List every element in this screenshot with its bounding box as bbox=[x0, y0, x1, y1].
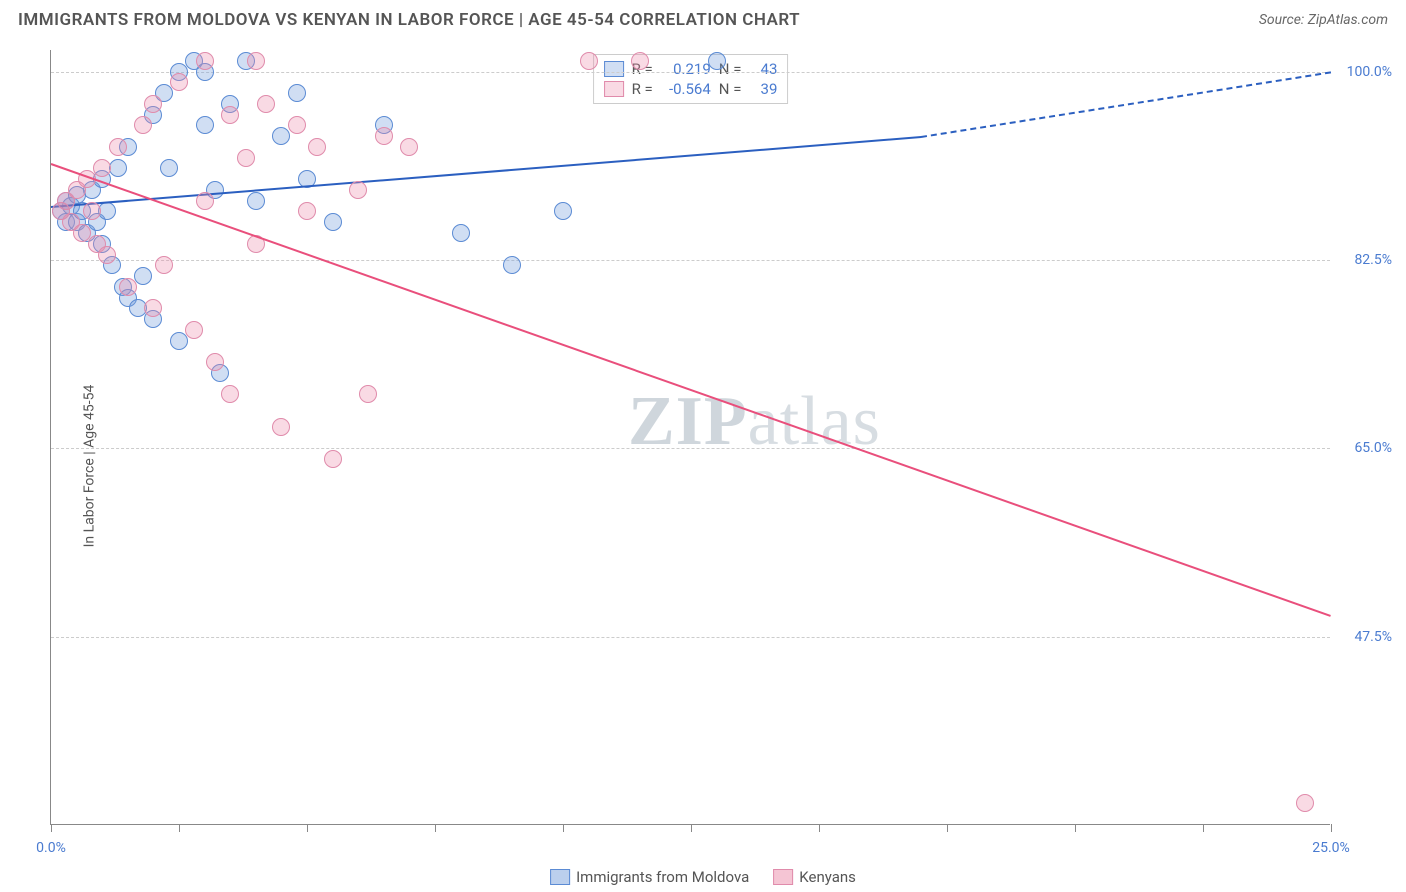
data-point bbox=[206, 353, 224, 371]
r-label: R = bbox=[632, 80, 653, 98]
data-point bbox=[247, 52, 265, 70]
data-point bbox=[580, 52, 598, 70]
gridline bbox=[51, 72, 1330, 73]
gridline bbox=[51, 637, 1330, 638]
data-point bbox=[298, 202, 316, 220]
data-point bbox=[221, 385, 239, 403]
legend-swatch-pink bbox=[604, 81, 624, 97]
data-point bbox=[324, 213, 342, 231]
legend-swatch-blue bbox=[550, 869, 570, 885]
data-point bbox=[324, 450, 342, 468]
x-tick bbox=[691, 824, 692, 832]
data-point bbox=[375, 127, 393, 145]
correlation-legend: R = 0.219 N = 43 R = -0.564 N = 39 bbox=[593, 54, 789, 104]
watermark: ZIPatlas bbox=[628, 382, 881, 462]
data-point bbox=[272, 418, 290, 436]
legend-item-2: Kenyans bbox=[773, 868, 856, 886]
correlation-row-2: R = -0.564 N = 39 bbox=[604, 79, 778, 99]
source-label: Source: ZipAtlas.com bbox=[1259, 12, 1388, 28]
legend-swatch-blue bbox=[604, 61, 624, 77]
x-tick-label-right: 25.0% bbox=[1312, 840, 1350, 856]
data-point bbox=[98, 246, 116, 264]
x-tick bbox=[179, 824, 180, 832]
data-point bbox=[109, 159, 127, 177]
data-point bbox=[349, 181, 367, 199]
correlation-row-1: R = 0.219 N = 43 bbox=[604, 59, 778, 79]
legend-swatch-pink bbox=[773, 869, 793, 885]
y-tick-label: 47.5% bbox=[1354, 629, 1392, 645]
data-point bbox=[631, 52, 649, 70]
data-point bbox=[144, 95, 162, 113]
data-point bbox=[554, 202, 572, 220]
legend-label-2: Kenyans bbox=[799, 868, 856, 886]
data-point bbox=[503, 256, 521, 274]
data-point bbox=[170, 73, 188, 91]
x-tick-label-left: 0.0% bbox=[36, 840, 66, 856]
x-tick bbox=[563, 824, 564, 832]
data-point bbox=[237, 149, 255, 167]
trend-line bbox=[51, 163, 1332, 617]
data-point bbox=[83, 202, 101, 220]
x-tick bbox=[307, 824, 308, 832]
x-tick bbox=[947, 824, 948, 832]
gridline bbox=[51, 448, 1330, 449]
n-value-1: 43 bbox=[749, 60, 777, 78]
legend-label-1: Immigrants from Moldova bbox=[576, 868, 749, 886]
data-point bbox=[196, 192, 214, 210]
x-tick bbox=[1203, 824, 1204, 832]
r-value-1: 0.219 bbox=[661, 60, 711, 78]
data-point bbox=[288, 84, 306, 102]
data-point bbox=[247, 192, 265, 210]
data-point bbox=[288, 116, 306, 134]
data-point bbox=[257, 95, 275, 113]
trend-line bbox=[51, 136, 922, 208]
data-point bbox=[221, 106, 239, 124]
x-tick bbox=[1075, 824, 1076, 832]
series-legend: Immigrants from Moldova Kenyans bbox=[550, 868, 856, 886]
data-point bbox=[708, 52, 726, 70]
n-label: N = bbox=[719, 80, 742, 98]
data-point bbox=[308, 138, 326, 156]
gridline bbox=[51, 260, 1330, 261]
data-point bbox=[359, 385, 377, 403]
data-point bbox=[196, 116, 214, 134]
data-point bbox=[185, 321, 203, 339]
y-tick-label: 100.0% bbox=[1347, 64, 1392, 80]
data-point bbox=[98, 202, 116, 220]
x-tick bbox=[51, 824, 52, 832]
data-point bbox=[109, 138, 127, 156]
data-point bbox=[452, 224, 470, 242]
data-point bbox=[134, 267, 152, 285]
trend-line-dashed bbox=[921, 72, 1331, 139]
data-point bbox=[134, 116, 152, 134]
x-tick bbox=[1331, 824, 1332, 832]
data-point bbox=[400, 138, 418, 156]
r-value-2: -0.564 bbox=[661, 80, 711, 98]
data-point bbox=[160, 159, 178, 177]
data-point bbox=[144, 299, 162, 317]
x-tick bbox=[435, 824, 436, 832]
chart-header: IMMIGRANTS FROM MOLDOVA VS KENYAN IN LAB… bbox=[0, 0, 1406, 36]
data-point bbox=[272, 127, 290, 145]
chart-title: IMMIGRANTS FROM MOLDOVA VS KENYAN IN LAB… bbox=[18, 10, 800, 30]
chart-container: In Labor Force | Age 45-54 ZIPatlas R = … bbox=[0, 40, 1406, 892]
x-tick bbox=[819, 824, 820, 832]
y-tick-label: 65.0% bbox=[1354, 440, 1392, 456]
data-point bbox=[155, 256, 173, 274]
plot-area: ZIPatlas R = 0.219 N = 43 R = -0.564 N =… bbox=[50, 50, 1330, 825]
data-point bbox=[170, 332, 188, 350]
legend-item-1: Immigrants from Moldova bbox=[550, 868, 749, 886]
data-point bbox=[93, 159, 111, 177]
y-tick-label: 82.5% bbox=[1354, 252, 1392, 268]
data-point bbox=[1296, 794, 1314, 812]
data-point bbox=[119, 278, 137, 296]
n-value-2: 39 bbox=[749, 80, 777, 98]
data-point bbox=[196, 52, 214, 70]
